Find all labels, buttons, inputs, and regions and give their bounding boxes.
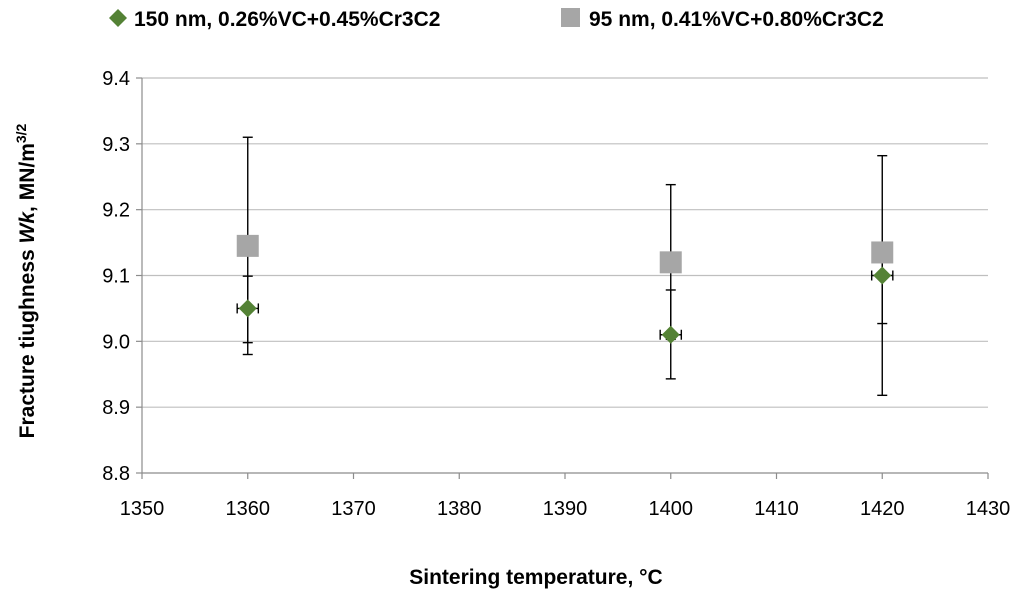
legend-label-series-1: 150 nm, 0.26%VC+0.45%Cr3C2 bbox=[134, 8, 440, 31]
y-tick-labels: 8.8 8.9 9.0 9.1 9.2 9.3 9.4 bbox=[102, 68, 130, 485]
x-tick-label: 1350 bbox=[120, 498, 165, 520]
x-tick-label: 1420 bbox=[860, 498, 905, 520]
legend: 150 nm, 0.26%VC+0.45%Cr3C2 95 nm, 0.41%V… bbox=[109, 8, 884, 31]
x-tick-label: 1400 bbox=[649, 498, 694, 520]
data-point-square bbox=[236, 234, 259, 257]
x-tick-label: 1380 bbox=[437, 498, 482, 520]
y-tick-label: 9.1 bbox=[102, 266, 130, 288]
y-tick-label: 9.3 bbox=[102, 134, 130, 156]
x-tick-labels: 1350 1360 1370 1380 1390 1400 1410 1420 1430 bbox=[120, 498, 1011, 520]
y-tick-label: 8.8 bbox=[102, 463, 130, 485]
y-axis-title-unit: , MN/m bbox=[16, 143, 39, 212]
error-bars bbox=[236, 136, 894, 397]
axes bbox=[136, 77, 989, 479]
x-tick-label: 1390 bbox=[543, 498, 588, 520]
data-point-square bbox=[659, 251, 682, 274]
x-tick-label: 1430 bbox=[966, 498, 1011, 520]
y-axis-title-variable: Wk bbox=[16, 211, 39, 244]
y-axis-title-exponent: 3/2 bbox=[13, 123, 29, 143]
x-tick-label: 1410 bbox=[754, 498, 799, 520]
data-point-diamond bbox=[661, 325, 680, 344]
gridlines bbox=[142, 77, 988, 408]
y-tick-label: 8.9 bbox=[102, 397, 130, 419]
legend-label-series-2: 95 nm, 0.41%VC+0.80%Cr3C2 bbox=[589, 8, 884, 31]
y-axis-title: Fracture tiughness Wk, MN/m3/2 bbox=[13, 123, 39, 438]
legend-marker-diamond bbox=[109, 9, 127, 27]
data-markers bbox=[236, 234, 894, 344]
legend-marker-square bbox=[561, 8, 580, 27]
y-axis-title-text: Fracture tiughness bbox=[16, 243, 39, 438]
data-point-diamond bbox=[238, 299, 257, 318]
x-tick-label: 1360 bbox=[226, 498, 271, 520]
x-tick-label: 1370 bbox=[331, 498, 376, 520]
x-axis-title: Sintering temperature, °C bbox=[409, 566, 662, 589]
y-tick-label: 9.0 bbox=[102, 331, 130, 353]
data-point-square bbox=[871, 241, 894, 264]
y-tick-label: 9.2 bbox=[102, 200, 130, 222]
data-point-diamond bbox=[873, 266, 892, 285]
y-tick-label: 9.4 bbox=[102, 68, 130, 90]
